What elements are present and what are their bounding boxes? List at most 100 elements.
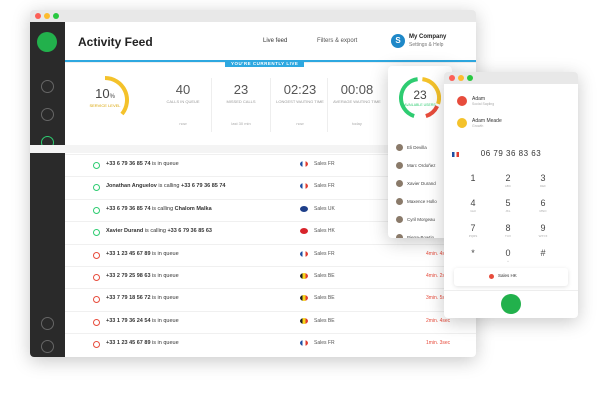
page-title: Activity Feed xyxy=(78,35,153,49)
app-logo[interactable] xyxy=(37,32,57,52)
feed-caller: +33 1 23 45 67 89 xyxy=(106,340,151,347)
key-digit[interactable]: 0 xyxy=(505,248,511,258)
service-level-value: 10% xyxy=(95,86,115,101)
team: Sales HK xyxy=(314,228,335,235)
feed-caller: +33 6 79 36 85 74 xyxy=(106,161,151,167)
stat-label: LONGEST WAITING TIME xyxy=(276,99,324,104)
nav-icon[interactable] xyxy=(41,80,54,93)
nav-icon[interactable] xyxy=(41,317,54,330)
feed-text: +33 1 23 45 67 89 is in queue xyxy=(106,340,179,346)
settings-link[interactable]: Settings & Help xyxy=(409,42,444,48)
feed-row[interactable] xyxy=(65,243,476,267)
feed-row[interactable] xyxy=(65,288,476,311)
key-digit[interactable]: # xyxy=(540,248,546,258)
user-avatar xyxy=(396,234,403,238)
live-feed-tab[interactable]: Live feed xyxy=(263,38,288,44)
gauge xyxy=(399,77,441,118)
feed-row[interactable] xyxy=(65,310,476,334)
stat-label: CALLS IN QUEUE xyxy=(166,99,200,104)
close-dot[interactable] xyxy=(35,13,41,19)
close-dot[interactable] xyxy=(449,75,455,81)
feed-row[interactable] xyxy=(65,221,476,244)
minimize-dot[interactable] xyxy=(458,75,464,81)
stat-label: AVERAGE WAITING TIME xyxy=(333,99,381,104)
key-digit[interactable]: 8 xyxy=(505,223,511,233)
service-level-label: SERVICE LEVEL xyxy=(89,103,121,108)
team: Sales BE xyxy=(314,295,335,302)
contact-name[interactable]: Adam Meade xyxy=(472,118,502,124)
feed-target: +33 6 79 36 85 74 xyxy=(180,183,226,190)
feed-text: +33 6 79 36 85 74 is calling Chalom Malk… xyxy=(106,206,212,212)
user-avatar xyxy=(396,180,403,187)
call-icon xyxy=(93,318,100,326)
feed-text: Xavier Durand is calling +33 6 79 36 85 … xyxy=(106,228,212,234)
flag xyxy=(300,228,308,235)
feed-caller: +33 1 23 45 67 89 xyxy=(106,250,151,257)
live-banner: YOU'RE CURRENTLY LIVE xyxy=(225,60,305,67)
key-digit[interactable]: 3 xyxy=(540,173,546,183)
wait-time: 2min. 4sec xyxy=(426,317,451,324)
feed-action: is calling xyxy=(152,205,174,212)
key-letters: WXYZ xyxy=(538,234,548,238)
zoom-dot[interactable] xyxy=(53,13,59,19)
feed-text: Jonathan Anguelov is calling +33 6 79 36… xyxy=(106,183,225,189)
user-name[interactable]: Cyril Morgeau xyxy=(407,217,436,222)
feed-caller: +33 7 79 18 56 72 xyxy=(106,295,151,302)
feed-row[interactable] xyxy=(65,266,476,289)
key-digit[interactable]: 4 xyxy=(470,198,476,208)
stat-divider xyxy=(211,78,212,132)
user-name[interactable]: Eli Devilla xyxy=(407,145,427,150)
key-digit[interactable]: 9 xyxy=(540,223,546,233)
user-avatar xyxy=(396,144,403,151)
key-digit[interactable]: * xyxy=(471,248,475,258)
feed-text: +33 1 23 45 67 89 is in queue xyxy=(106,251,179,257)
call-icon xyxy=(93,184,100,192)
call-button[interactable] xyxy=(501,294,521,314)
key-letters: MNO xyxy=(539,209,547,213)
key-letters: PQRS xyxy=(468,234,478,238)
feed-action: is in queue xyxy=(152,340,179,347)
feed-row[interactable] xyxy=(65,154,476,177)
key-digit[interactable]: 6 xyxy=(540,198,546,208)
company-name[interactable]: My Company xyxy=(409,34,447,40)
call-icon xyxy=(93,274,100,281)
title-bar xyxy=(444,72,578,84)
key-letters: ABC xyxy=(504,184,512,188)
team: Sales FR xyxy=(314,340,335,347)
wait-time: 3min. 5sec xyxy=(426,295,451,302)
team: Sales FR xyxy=(314,183,335,190)
wait-time: 4min. 4sec xyxy=(426,250,451,257)
user-name[interactable]: Maxence Hollo xyxy=(407,199,437,204)
user-name[interactable]: Pierre-Bowtin xyxy=(407,235,435,238)
gauge-arc xyxy=(425,105,440,118)
feed-caller: Xavier Durand xyxy=(106,228,144,235)
feed-caller: Jonathan Anguelov xyxy=(106,183,157,190)
team: Sales FR xyxy=(314,250,335,257)
zoom-dot[interactable] xyxy=(467,75,473,81)
feed-target: Chalom Malka xyxy=(174,205,212,212)
minimize-dot[interactable] xyxy=(44,13,50,19)
user-name[interactable]: Marc Ordoñez xyxy=(407,163,436,168)
user-avatar xyxy=(396,216,403,223)
users-label: AVAILABLE USERS xyxy=(404,103,436,107)
call-icon xyxy=(93,229,100,237)
user-name[interactable]: Xavier Durand xyxy=(407,181,436,186)
feed-text: +33 1 79 36 24 54 is in queue xyxy=(106,318,179,324)
stat-period: last 30 min xyxy=(231,121,251,126)
user-avatar xyxy=(396,162,403,169)
feed-row[interactable] xyxy=(65,333,476,356)
key-digit[interactable]: 5 xyxy=(505,198,511,208)
key-digit[interactable]: 1 xyxy=(470,173,476,183)
wait-time: 4min. 2sec xyxy=(426,273,451,279)
feed-row[interactable] xyxy=(65,198,476,222)
nav-icon[interactable] xyxy=(41,108,54,121)
key-digit[interactable]: 7 xyxy=(470,223,476,233)
filters-tab[interactable]: Filters & export xyxy=(317,38,358,44)
company-avatar[interactable]: S xyxy=(391,34,405,48)
key-digit[interactable]: 2 xyxy=(505,173,511,183)
title-bar xyxy=(30,10,476,22)
nav-icon[interactable] xyxy=(41,340,54,353)
feed-row[interactable] xyxy=(65,176,476,199)
contact-name[interactable]: Adam xyxy=(472,96,486,102)
